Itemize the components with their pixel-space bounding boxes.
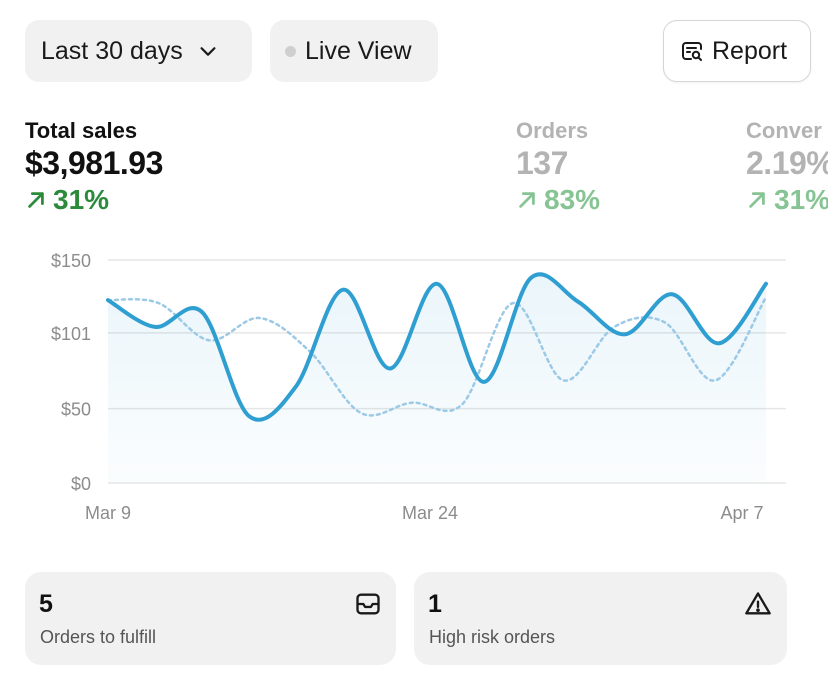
metric-change-value: 31% — [53, 184, 110, 215]
metric-label: Total sales — [25, 118, 138, 143]
chart-y-axis: $150 $101 $50 $0 — [51, 251, 91, 494]
comparison-series-line — [106, 295, 768, 417]
date-range-label: Last 30 days — [41, 36, 183, 65]
metric-orders[interactable]: Orders 137 83% — [516, 118, 600, 218]
live-view-button[interactable]: Live View — [270, 20, 438, 82]
sales-line-chart: $150 $101 $50 $0 Mar 9 Mar 24 Apr 7 — [51, 251, 786, 523]
metric-change-value: 83% — [544, 184, 601, 215]
inbox-icon — [356, 593, 380, 615]
date-range-button[interactable]: Last 30 days — [25, 20, 252, 82]
arrow-up-right-icon — [519, 192, 535, 208]
metric-change: 31% — [746, 182, 828, 218]
x-tick-label: Apr 7 — [720, 503, 763, 523]
series-area-fill — [108, 274, 766, 483]
report-label: Report — [712, 36, 788, 65]
metric-change: 83% — [516, 182, 600, 218]
y-tick-label: $101 — [51, 324, 91, 344]
metric-value: 2.19% — [746, 145, 828, 181]
high-risk-orders-card[interactable]: 1 High risk orders — [414, 572, 787, 665]
chevron-down-icon — [200, 47, 216, 56]
x-tick-label: Mar 9 — [85, 503, 131, 523]
card-label: Orders to fulfill — [40, 627, 157, 647]
live-view-label: Live View — [305, 36, 412, 65]
y-tick-label: $50 — [61, 400, 91, 420]
chart-x-axis: Mar 9 Mar 24 Apr 7 — [85, 503, 764, 523]
metric-value: 137 — [516, 145, 568, 181]
live-status-dot — [285, 45, 296, 57]
arrow-up-right-icon — [749, 192, 765, 208]
current-series-line — [106, 272, 768, 422]
chart-series — [106, 272, 768, 483]
y-tick-label: $0 — [71, 474, 91, 494]
metric-total-sales[interactable]: Total sales $3,981.93 31% — [25, 118, 163, 218]
report-button[interactable]: Report — [663, 20, 811, 82]
arrow-up-right-icon — [28, 192, 44, 208]
metric-label: Conver — [746, 118, 822, 143]
card-label: High risk orders — [429, 627, 556, 647]
orders-to-fulfill-card[interactable]: 5 Orders to fulfill — [25, 572, 396, 665]
metric-conversion[interactable]: Conver 2.19% 31% — [746, 118, 828, 218]
metric-label: Orders — [516, 118, 589, 143]
metric-change-value: 31% — [774, 184, 828, 215]
y-tick-label: $150 — [51, 251, 91, 271]
report-icon — [682, 42, 702, 61]
card-count: 5 — [39, 590, 53, 618]
warning-icon — [745, 592, 771, 615]
x-tick-label: Mar 24 — [402, 503, 458, 523]
card-count: 1 — [428, 590, 442, 618]
metric-value: $3,981.93 — [25, 145, 163, 181]
metric-change: 31% — [25, 182, 163, 218]
